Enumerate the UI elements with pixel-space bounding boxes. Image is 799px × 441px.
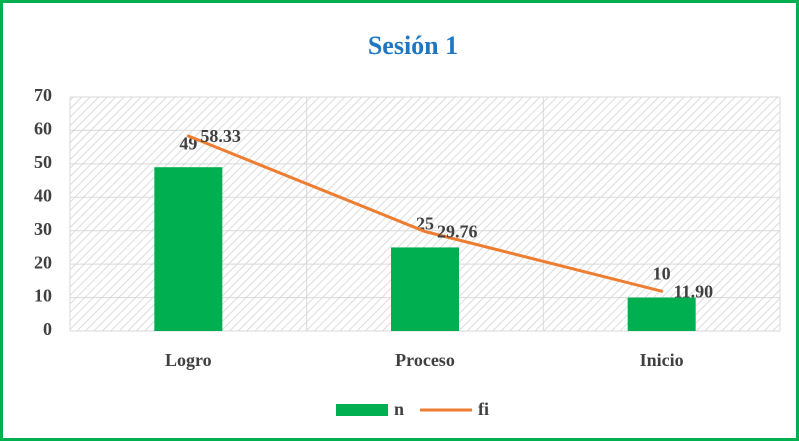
bar (154, 167, 223, 331)
x-tick-label: Inicio (640, 350, 684, 370)
y-tick-label: 10 (34, 286, 52, 306)
line (186, 134, 664, 293)
y-tick-label: 60 (34, 119, 52, 139)
legend-label: n (394, 399, 404, 419)
y-tick-label: 50 (34, 152, 52, 172)
y-tick-label: 40 (34, 185, 52, 205)
y-tick-label: 30 (34, 219, 52, 239)
legend-label: fi (478, 399, 489, 419)
bar-value-label: 10 (653, 264, 671, 284)
chart-title: Sesión 1 (368, 31, 458, 60)
bar (627, 297, 696, 331)
y-tick-label: 20 (34, 252, 52, 272)
y-tick-label: 70 (34, 85, 52, 105)
line-value-label: 29.76 (437, 222, 478, 242)
line-value-label: 11.90 (674, 281, 714, 301)
x-tick-label: Logro (165, 350, 212, 370)
bar (391, 247, 459, 331)
y-tick-label: 0 (43, 319, 52, 339)
x-tick-label: Proceso (395, 350, 455, 370)
line-value-label: 58.33 (200, 126, 241, 146)
legend-swatch (336, 404, 388, 416)
